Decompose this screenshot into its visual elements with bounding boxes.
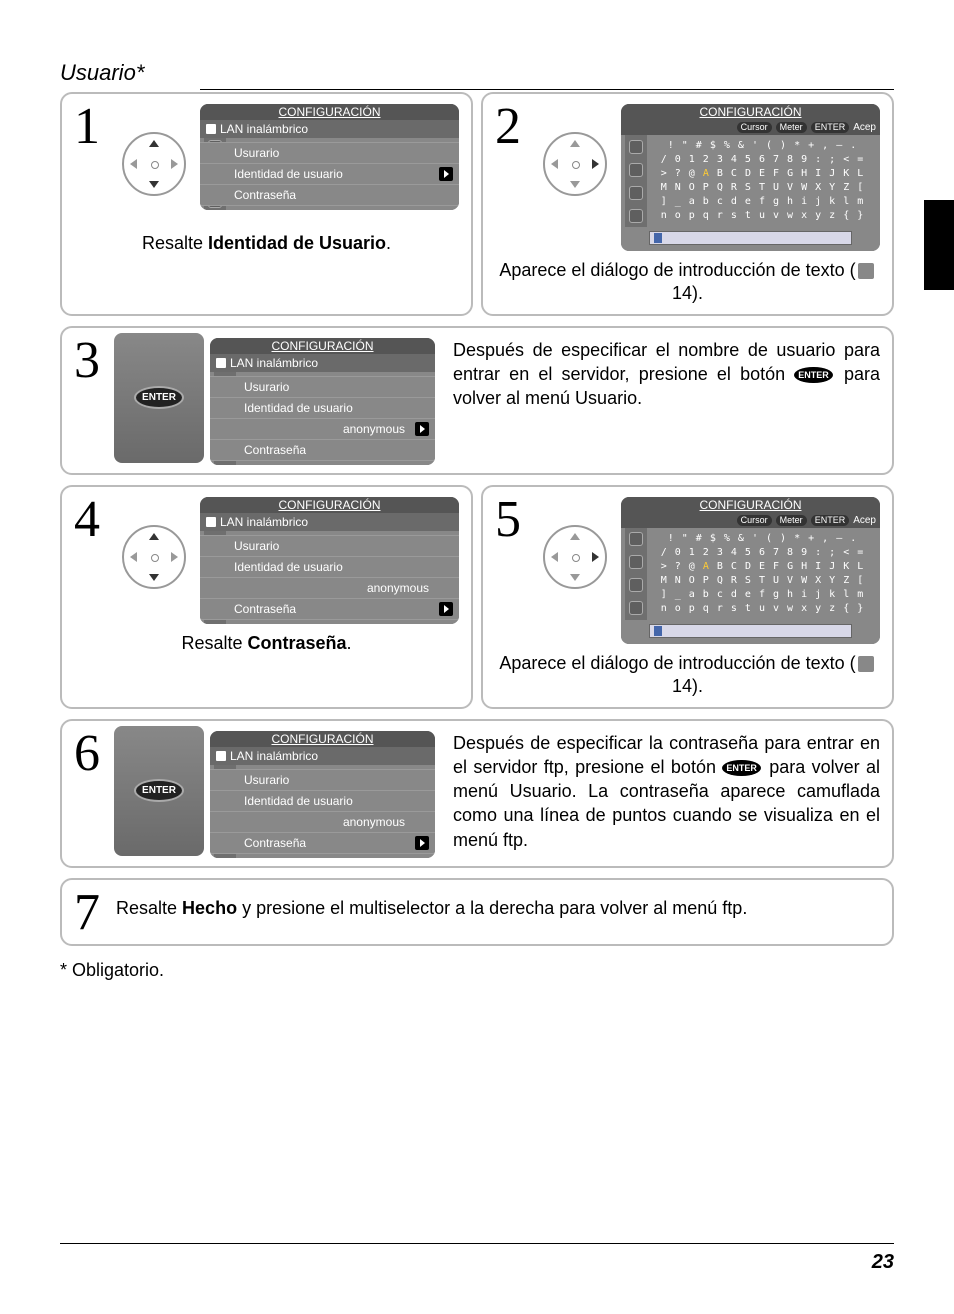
camera-enter-button[interactable]: ENTER xyxy=(114,726,204,856)
page-container: Usuario* 1 CONFIGURACIÓN LAN inalámbrico xyxy=(0,0,954,1021)
lcd-screen-3: CONFIGURACIÓN LAN inalámbrico Usurario I… xyxy=(210,338,435,465)
title-asterisk: * xyxy=(136,60,145,85)
text-input-bar[interactable] xyxy=(649,231,852,245)
screen-breadcrumb: LAN inalámbrico xyxy=(200,120,459,138)
page-number: 23 xyxy=(872,1251,894,1274)
step-3-cell: 3 ENTER CONFIGURACIÓN LAN inalámbrico Us… xyxy=(60,326,894,475)
step-1-cell: 1 CONFIGURACIÓN LAN inalámbrico Usurario… xyxy=(60,92,473,316)
multiselector-updown[interactable] xyxy=(114,104,194,224)
text-entry-toolbar: Cursor Meter ENTER Acep xyxy=(621,120,880,135)
step-5-caption: Aparece el diálogo de introducción de te… xyxy=(495,652,880,699)
character-grid[interactable]: ! " # $ % & ' ( ) * + , – . / 0 1 2 3 4 … xyxy=(621,528,880,620)
lcd-screen-1: CONFIGURACIÓN LAN inalámbrico Usurario I… xyxy=(200,104,459,210)
page-ref-icon xyxy=(858,656,874,672)
character-grid[interactable]: ! " # $ % & ' ( ) * + , – . / 0 1 2 3 4 … xyxy=(621,135,880,227)
multiselector-right[interactable] xyxy=(535,497,615,617)
submenu-arrow-icon xyxy=(415,836,429,850)
enter-icon: ENTER xyxy=(722,760,761,776)
lcd-screen-5: CONFIGURACIÓN Cursor Meter ENTER Acep ! … xyxy=(621,497,880,644)
step-1-number: 1 xyxy=(74,104,108,151)
page-ref-icon xyxy=(858,263,874,279)
step-3-number: 3 xyxy=(74,338,108,385)
submenu-arrow-icon xyxy=(439,167,453,181)
step-6-cell: 6 ENTER CONFIGURACIÓN LAN inalámbrico Us… xyxy=(60,719,894,868)
step-6-text: Después de especificar la contraseña par… xyxy=(441,731,880,852)
step-7-cell: 7 Resalte Hecho y presione el multiselec… xyxy=(60,878,894,947)
step-7-text: Resalte Hecho y presione el multiselecto… xyxy=(116,890,747,920)
text-cursor xyxy=(654,233,662,243)
title-rule xyxy=(200,89,894,90)
menu-item-usuario[interactable]: Usurario xyxy=(200,142,459,164)
step-4-cell: 4 CONFIGURACIÓN LAN inalámbrico Usurario… xyxy=(60,485,473,709)
step-1-caption: Resalte Identidad de Usuario. xyxy=(74,232,459,255)
submenu-arrow-icon xyxy=(439,602,453,616)
title-text: Usuario xyxy=(60,60,136,85)
section-title: Usuario* xyxy=(60,60,894,86)
menu-item-identidad[interactable]: Identidad de usuario xyxy=(200,164,459,185)
menu-item-contrasena-hl[interactable]: Contraseña xyxy=(200,599,459,620)
step-6-number: 6 xyxy=(74,731,108,778)
step-4-caption: Resalte Contraseña. xyxy=(74,632,459,655)
step-4-number: 4 xyxy=(74,497,108,544)
step-2-caption: Aparece el diálogo de introducción de te… xyxy=(495,259,880,306)
lcd-screen-6: CONFIGURACIÓN LAN inalámbrico Usurario I… xyxy=(210,731,435,858)
footer-rule xyxy=(60,1243,894,1244)
camera-enter-button[interactable]: ENTER xyxy=(114,333,204,463)
step-2-number: 2 xyxy=(495,104,529,151)
lcd-screen-4: CONFIGURACIÓN LAN inalámbrico Usurario I… xyxy=(200,497,459,624)
step-7-number: 7 xyxy=(74,890,108,937)
step-2-cell: 2 CONFIGURACIÓN Cursor Meter ENTER Acep xyxy=(481,92,894,316)
text-input-bar[interactable] xyxy=(649,624,852,638)
step-3-text: Después de especificar el nombre de usua… xyxy=(441,338,880,411)
submenu-arrow-icon xyxy=(415,422,429,436)
screen-header: CONFIGURACIÓN xyxy=(200,104,459,120)
lcd-screen-2: CONFIGURACIÓN Cursor Meter ENTER Acep ! … xyxy=(621,104,880,251)
step-5-number: 5 xyxy=(495,497,529,544)
footnote: * Obligatorio. xyxy=(60,960,894,981)
menu-item-contrasena[interactable]: Contraseña xyxy=(200,185,459,206)
menu-item-identidad-val[interactable]: Identidad de usuario xyxy=(210,398,435,419)
multiselector-right[interactable] xyxy=(535,104,615,224)
multiselector-updown[interactable] xyxy=(114,497,194,617)
enter-icon: ENTER xyxy=(794,367,833,383)
step-5-cell: 5 CONFIGURACIÓN Cursor Meter ENTER Acep xyxy=(481,485,894,709)
